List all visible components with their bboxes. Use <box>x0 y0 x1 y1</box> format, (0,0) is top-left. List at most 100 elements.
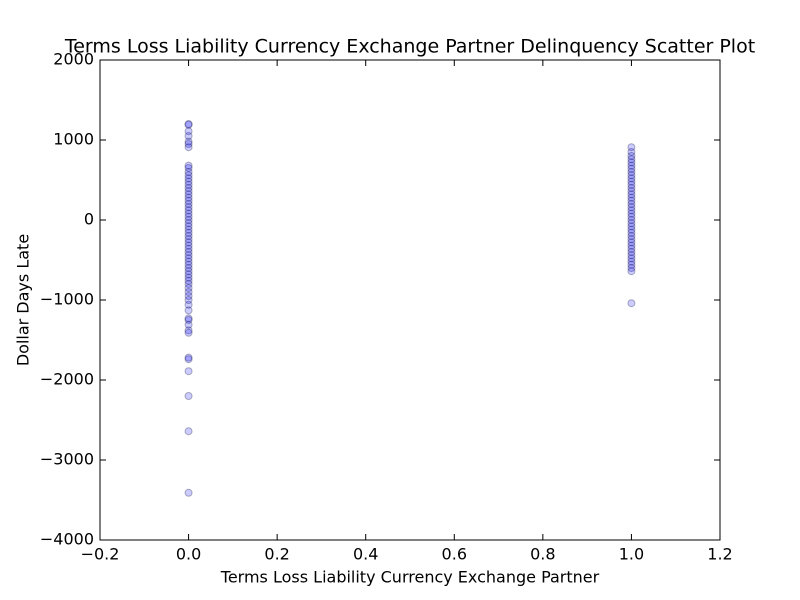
point <box>627 260 636 269</box>
point <box>627 241 636 250</box>
point <box>184 238 193 247</box>
y-tick-label: −1000 <box>40 290 94 309</box>
point <box>184 132 193 140</box>
y-tick-label: 2000 <box>53 50 94 69</box>
point <box>627 152 636 160</box>
point <box>184 241 193 250</box>
point <box>627 225 636 234</box>
point <box>627 187 636 196</box>
point <box>184 267 193 276</box>
point <box>184 292 193 300</box>
x-tick-label: 0.8 <box>530 545 555 564</box>
x-tick-label: 0.4 <box>353 545 378 564</box>
point <box>184 212 193 221</box>
point <box>184 196 193 205</box>
point <box>184 127 193 136</box>
point <box>627 206 636 215</box>
point <box>627 180 636 189</box>
point <box>627 177 636 186</box>
x-tick-label: 0.6 <box>442 545 467 564</box>
point <box>627 190 636 199</box>
point <box>184 203 193 212</box>
point <box>184 264 193 272</box>
x-tick-label: 0.0 <box>176 545 201 564</box>
point <box>627 212 636 221</box>
x-tick-label: 1.0 <box>619 545 644 564</box>
point <box>184 284 193 292</box>
point <box>627 161 636 170</box>
point <box>627 235 636 244</box>
point <box>627 222 636 231</box>
y-tick-label: 1000 <box>53 130 94 149</box>
point <box>627 171 636 180</box>
point <box>627 196 636 205</box>
point <box>184 300 193 309</box>
point <box>627 267 636 276</box>
point <box>184 222 193 231</box>
point <box>627 184 636 192</box>
point <box>627 193 636 202</box>
point <box>184 161 193 170</box>
x-tick-label: 0.2 <box>264 545 289 564</box>
point <box>184 168 193 176</box>
point <box>184 288 193 296</box>
point <box>184 180 193 189</box>
point <box>184 228 193 237</box>
point <box>627 232 636 240</box>
point <box>184 120 193 128</box>
point <box>627 174 636 183</box>
point <box>627 200 636 208</box>
point <box>184 257 193 266</box>
y-tick-label: −4000 <box>40 530 94 549</box>
point <box>184 280 193 288</box>
point <box>627 299 636 308</box>
y-axis-label: Dollar Days Late <box>14 234 33 366</box>
point <box>184 320 193 329</box>
point <box>184 187 193 196</box>
y-tick-label: −2000 <box>40 370 94 389</box>
point <box>184 306 193 315</box>
point <box>184 216 193 224</box>
point <box>184 248 193 256</box>
point <box>184 314 193 323</box>
point <box>184 427 193 436</box>
point <box>627 238 636 247</box>
point <box>627 264 636 272</box>
point <box>627 244 636 253</box>
point <box>184 232 193 240</box>
point <box>627 219 636 228</box>
point <box>627 228 636 237</box>
point <box>184 276 193 285</box>
point <box>184 200 193 208</box>
point <box>627 257 636 266</box>
y-tick-label: 0 <box>84 210 94 229</box>
point <box>184 260 193 269</box>
point <box>627 155 636 164</box>
plot-frame <box>99 59 721 541</box>
point <box>627 251 636 260</box>
point <box>184 219 193 228</box>
x-tick-label: 1.2 <box>707 545 732 564</box>
point <box>627 203 636 212</box>
point <box>184 316 193 324</box>
point <box>184 296 193 304</box>
x-tick-label: −0.2 <box>81 545 120 564</box>
point <box>184 251 193 260</box>
point <box>184 326 193 335</box>
point <box>627 254 636 263</box>
point <box>184 171 193 180</box>
point <box>627 164 636 173</box>
point <box>184 120 193 129</box>
point <box>184 353 193 362</box>
point <box>184 193 193 202</box>
point <box>627 168 636 176</box>
point <box>184 270 193 279</box>
point <box>184 184 193 192</box>
point <box>627 148 636 156</box>
point <box>184 328 193 337</box>
point <box>627 143 636 152</box>
point <box>184 190 193 199</box>
point <box>184 143 193 152</box>
